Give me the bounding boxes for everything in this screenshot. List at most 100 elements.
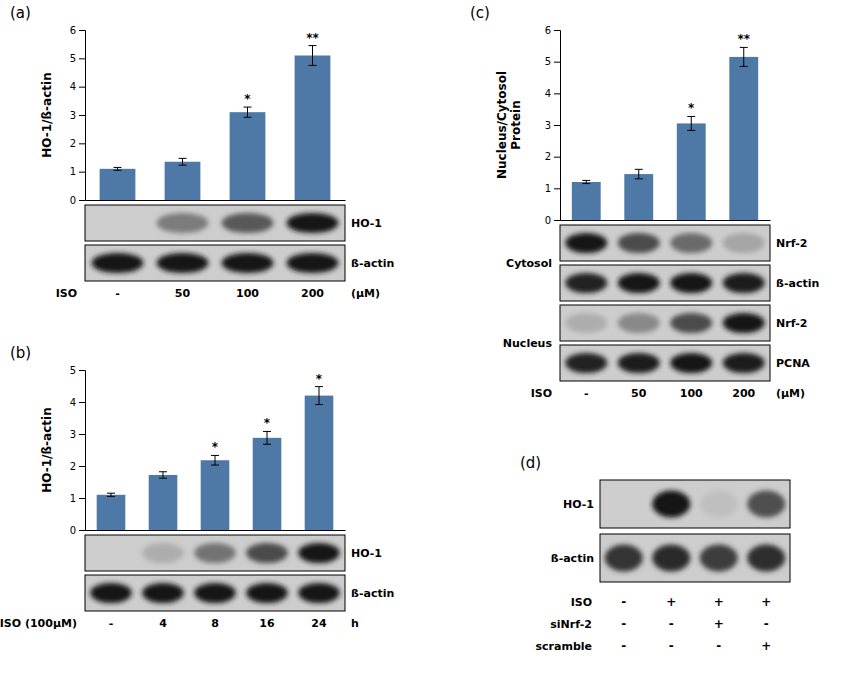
table-cell: - bbox=[669, 639, 674, 653]
condition-table: ISO-+++siNrf-2--+-scramble---+ bbox=[536, 595, 772, 653]
blot-image bbox=[85, 205, 345, 241]
y-axis-line bbox=[79, 371, 86, 531]
blot-background bbox=[560, 345, 770, 381]
blot-background bbox=[560, 225, 770, 261]
y-tick: 4 bbox=[70, 397, 85, 408]
y-tick-label: 0 bbox=[70, 195, 76, 206]
category-tick: - bbox=[109, 617, 114, 630]
y-tick-label: 0 bbox=[70, 525, 76, 536]
y-tick-mark bbox=[79, 58, 85, 59]
table-row-label: ISO bbox=[571, 596, 592, 609]
blot-label: HO-1 bbox=[351, 217, 382, 230]
blot-label: HO-1 bbox=[563, 498, 594, 511]
x-axis-line bbox=[86, 530, 346, 531]
y-tick-label: 6 bbox=[70, 25, 76, 36]
blot-band bbox=[723, 273, 765, 293]
blot-strip bbox=[600, 480, 790, 528]
table-cell: - bbox=[621, 595, 626, 609]
y-tick-mark bbox=[79, 172, 85, 173]
panel: (d)HO-1ß-actinISO-+++siNrf-2--+-scramble… bbox=[520, 454, 790, 653]
blot-band bbox=[565, 313, 607, 333]
blot-strip bbox=[560, 225, 770, 261]
bar bbox=[572, 182, 601, 220]
blot-band bbox=[194, 543, 236, 563]
blot-band bbox=[565, 353, 607, 373]
category-tick: - bbox=[115, 287, 120, 300]
category-label: 24 bbox=[311, 617, 327, 630]
bar bbox=[165, 162, 201, 200]
blot-image bbox=[560, 265, 770, 301]
category-axis: -50100200 bbox=[115, 287, 324, 300]
category-tick: 200 bbox=[301, 287, 324, 300]
panel: (c)***0123456Nucleus/CytosolProteinNrf-2… bbox=[470, 4, 819, 400]
blot-label: ß-actin bbox=[776, 277, 819, 290]
y-tick-label: 4 bbox=[545, 88, 551, 99]
category-label: - bbox=[584, 387, 589, 400]
table-cell: + bbox=[714, 617, 724, 631]
y-tick: 0 bbox=[545, 215, 560, 226]
panel: (a)***0123456HO-1/ß-actinHO-1ß-actin-501… bbox=[10, 4, 394, 300]
x-axis-line bbox=[561, 220, 771, 221]
y-tick-label: 3 bbox=[70, 429, 76, 440]
blot-image bbox=[560, 305, 770, 341]
error-bar bbox=[211, 455, 219, 465]
blot-background bbox=[85, 245, 345, 281]
x-axis-line bbox=[86, 200, 346, 201]
blot-band bbox=[222, 253, 274, 273]
blot-band bbox=[222, 213, 274, 233]
table-cell: - bbox=[621, 617, 626, 631]
error-bar bbox=[159, 472, 167, 478]
y-tick-mark bbox=[79, 402, 85, 403]
y-tick-label: 1 bbox=[70, 166, 76, 177]
blot-band bbox=[747, 545, 785, 572]
y-tick: 4 bbox=[545, 88, 560, 99]
y-tick: 1 bbox=[70, 166, 85, 177]
blot-band bbox=[246, 543, 288, 563]
y-tick-mark bbox=[79, 30, 85, 31]
blot-band bbox=[298, 583, 340, 603]
blot-frame bbox=[560, 305, 770, 341]
bar bbox=[230, 112, 266, 200]
y-tick-label: 2 bbox=[70, 138, 76, 149]
category-label: 200 bbox=[732, 387, 755, 400]
blot-background bbox=[85, 575, 345, 611]
blot-group-label: Cytosol bbox=[506, 257, 552, 270]
blot-background bbox=[600, 534, 790, 582]
blot-band bbox=[90, 583, 132, 603]
category-label: 50 bbox=[631, 387, 647, 400]
error-bar bbox=[635, 169, 643, 179]
category-label: 4 bbox=[159, 617, 167, 630]
bar bbox=[201, 460, 230, 530]
blot-image bbox=[85, 535, 345, 571]
y-tick: 3 bbox=[70, 110, 85, 121]
annotations: *** bbox=[212, 372, 323, 455]
blot-band bbox=[565, 273, 607, 293]
bar bbox=[624, 174, 653, 220]
significance-label: * bbox=[264, 416, 271, 430]
blot-frame bbox=[85, 205, 345, 241]
y-axis: 0123456 bbox=[70, 25, 86, 206]
category-label: - bbox=[109, 617, 114, 630]
bar bbox=[295, 56, 331, 201]
y-tick: 6 bbox=[545, 25, 560, 36]
blot-band bbox=[605, 491, 643, 518]
category-label: 200 bbox=[301, 287, 324, 300]
blot-label: Nrf-2 bbox=[776, 237, 807, 250]
blots: HO-1ß-actin bbox=[85, 535, 394, 611]
significance-label: * bbox=[244, 92, 251, 106]
table-cell: - bbox=[669, 617, 674, 631]
blot-band bbox=[246, 583, 288, 603]
blots: Nrf-2ß-actinCytosolNrf-2PCNANucleus bbox=[503, 225, 819, 381]
x-axis bbox=[561, 220, 771, 221]
table-cell: + bbox=[761, 595, 771, 609]
blot-image bbox=[600, 480, 790, 528]
category-label: 16 bbox=[259, 617, 275, 630]
y-tick: 5 bbox=[70, 365, 85, 376]
y-axis-title-line: Nucleus/Cytosol bbox=[495, 71, 509, 179]
blot-strip bbox=[560, 305, 770, 341]
blot-frame bbox=[560, 345, 770, 381]
y-tick-mark bbox=[79, 115, 85, 116]
blot-band bbox=[652, 545, 690, 572]
y-tick-mark bbox=[554, 62, 560, 63]
y-tick-label: 5 bbox=[70, 53, 76, 64]
